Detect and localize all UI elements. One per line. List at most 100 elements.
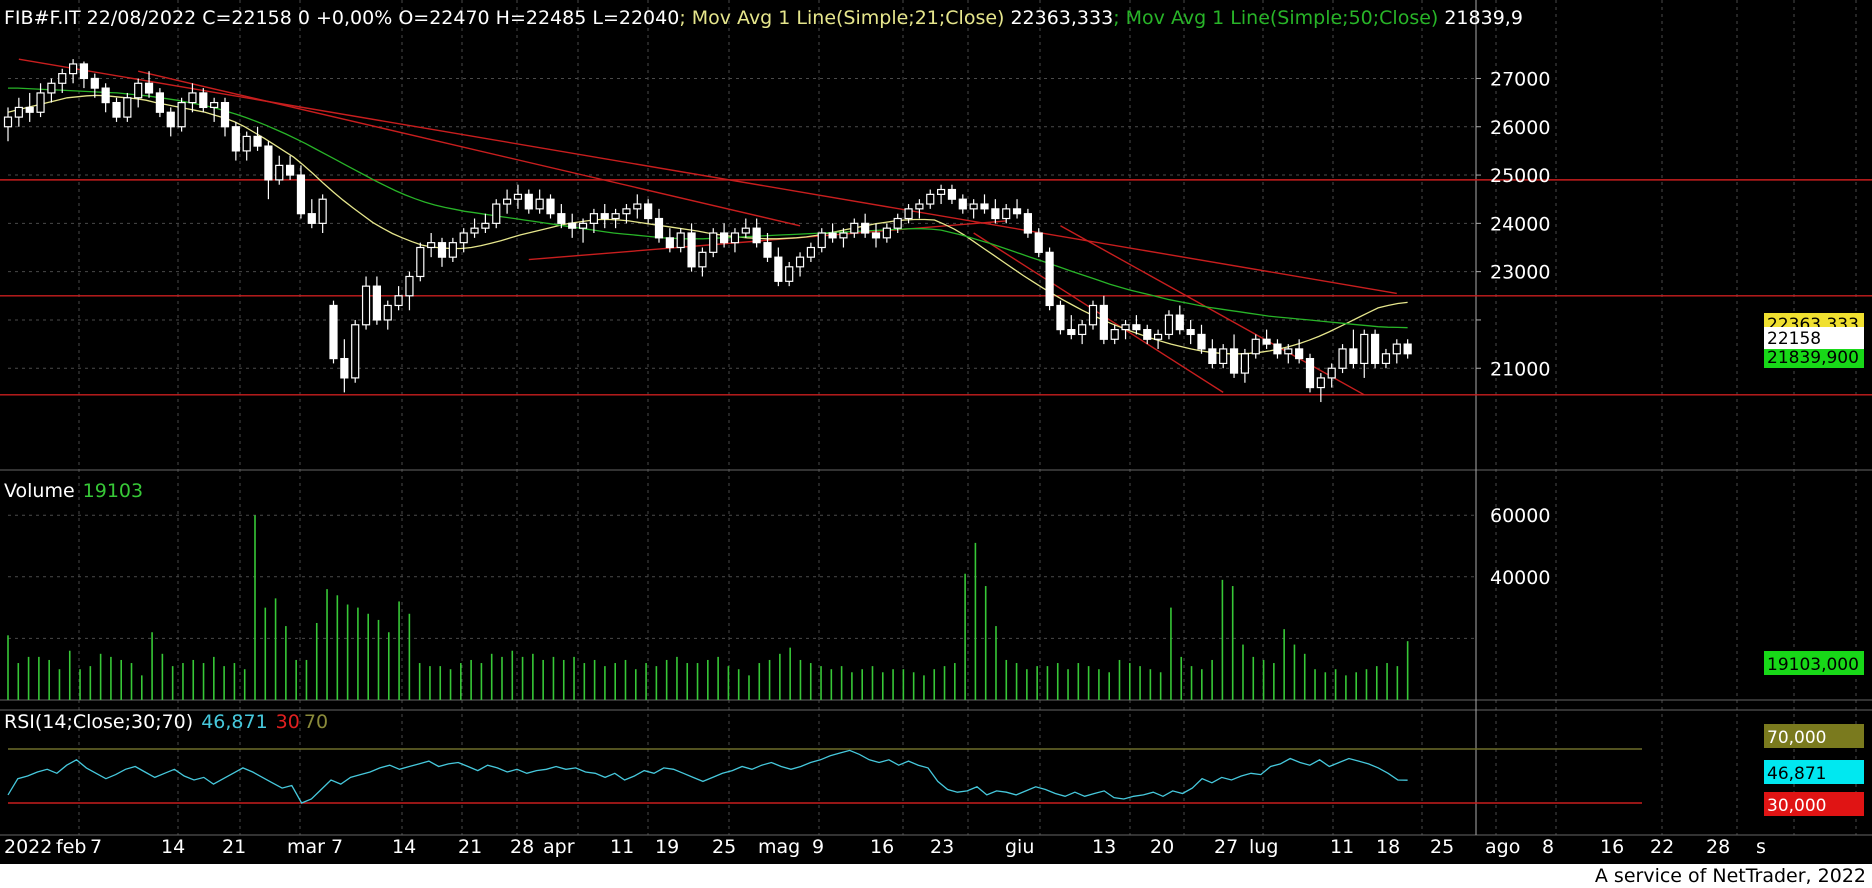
date-tick-label: 25: [712, 836, 736, 858]
ma50-line: [8, 87, 1408, 329]
candle-up: [1078, 324, 1087, 336]
rsi-low-level: 30: [276, 711, 300, 733]
candle-down: [1099, 304, 1108, 340]
candle-down: [329, 304, 338, 360]
volume-label: Volume: [4, 480, 75, 502]
candle-down: [861, 222, 870, 234]
candle-down: [231, 126, 240, 152]
candle-down: [1067, 329, 1076, 336]
rsi-low-badge: 30,000: [1767, 796, 1826, 816]
candle-down: [340, 357, 349, 379]
candle-down: [546, 198, 555, 215]
candle-down: [1143, 329, 1152, 340]
candle-up: [1338, 348, 1347, 369]
candle-down: [980, 203, 989, 210]
candle-down: [264, 145, 273, 181]
candle-down: [296, 174, 306, 215]
candle-down: [687, 232, 696, 268]
candle-down: [1056, 304, 1065, 331]
candle-up: [709, 232, 718, 253]
date-tick-label: 20: [1150, 836, 1174, 858]
candle-down: [524, 193, 533, 210]
date-tick-label: 28: [510, 836, 534, 858]
candle-up: [123, 97, 132, 118]
candle-down: [155, 92, 164, 113]
candle-up: [936, 188, 946, 195]
trendline: [18, 58, 1397, 295]
candle-down: [991, 208, 1000, 220]
candle-up: [676, 232, 685, 249]
candle-down: [719, 232, 729, 244]
candle-up: [394, 295, 403, 307]
volume-badge-bg: [1764, 651, 1864, 675]
candle-down: [947, 188, 957, 200]
date-tick-label: lug: [1249, 836, 1278, 858]
candle-up: [1002, 208, 1011, 220]
candle-up: [1240, 353, 1250, 374]
date-tick-label: 9: [812, 836, 824, 858]
candle-up: [578, 222, 588, 229]
rsi-high-badge-bg: [1764, 724, 1864, 748]
candle-up: [1251, 338, 1260, 355]
candle-up: [383, 304, 392, 321]
candle-down: [437, 242, 447, 258]
date-tick-label: 21: [458, 836, 482, 858]
rsi-value-badge-bg: [1764, 760, 1864, 784]
candle-up: [503, 198, 512, 205]
date-tick-label: s: [1756, 836, 1766, 858]
rsi-line: [7, 749, 1408, 804]
candle-down: [112, 101, 121, 118]
candle-up: [589, 213, 599, 224]
price-tick-label: 25000: [1490, 165, 1550, 187]
candle-up: [513, 193, 523, 200]
candle-down: [25, 106, 34, 113]
candle-up: [969, 203, 978, 210]
candle-up: [68, 63, 78, 75]
ma50-badge: 21839,900: [1767, 348, 1859, 368]
candle-down: [286, 164, 295, 176]
trendline: [138, 70, 801, 227]
date-tick-label: 18: [1376, 836, 1400, 858]
candle-down: [1197, 333, 1206, 350]
candle-up: [622, 208, 631, 215]
price-tick-label: 26000: [1490, 117, 1550, 139]
candle-up: [785, 266, 794, 282]
candle-up: [730, 232, 740, 244]
date-tick-label: 14: [161, 836, 185, 858]
value-badges: 22363,33321839,9002215819103,00070,00046…: [1764, 313, 1864, 816]
candle-down: [1208, 348, 1217, 365]
candle-up: [448, 242, 457, 258]
volume-tick-label: 40000: [1490, 567, 1550, 589]
date-tick-label: 13: [1092, 836, 1116, 858]
candle-down: [1132, 324, 1141, 331]
candle-down: [871, 232, 881, 239]
candle-up: [806, 246, 816, 258]
candle-down: [1295, 348, 1304, 360]
ma50-label: ; Mov Avg 1 Line(Simple;50;Close): [1113, 7, 1438, 29]
ma50-value: 21839,9: [1444, 7, 1523, 29]
date-tick-label: 27: [1214, 836, 1238, 858]
date-tick-label: 11: [610, 836, 634, 858]
ma50-badge-bg: [1764, 346, 1864, 368]
candle-up: [405, 275, 414, 297]
candle-down: [665, 237, 674, 249]
chart-header: FIB#F.IT 22/08/2022 C=22158 0 +0,00% O=2…: [4, 7, 1523, 29]
volume-value: 19103: [83, 480, 143, 502]
horizontal-levels: [0, 179, 1872, 396]
candle-up: [1110, 329, 1119, 340]
candle-up: [698, 251, 707, 268]
footer-text: A service of NetTrader, 2022: [1595, 865, 1866, 887]
price-tick-label: 23000: [1490, 262, 1550, 284]
candle-up: [351, 324, 360, 379]
candle-down: [774, 256, 783, 282]
candle-down: [253, 135, 262, 147]
trendline: [973, 232, 1224, 393]
candle-down: [763, 242, 772, 258]
rsi-value: 46,871: [201, 711, 267, 733]
price-tick-label: 21000: [1490, 358, 1550, 380]
date-tick-label: 19: [655, 836, 679, 858]
candle-down: [1175, 314, 1184, 331]
candle-up: [904, 208, 913, 220]
candle-up: [926, 193, 935, 205]
